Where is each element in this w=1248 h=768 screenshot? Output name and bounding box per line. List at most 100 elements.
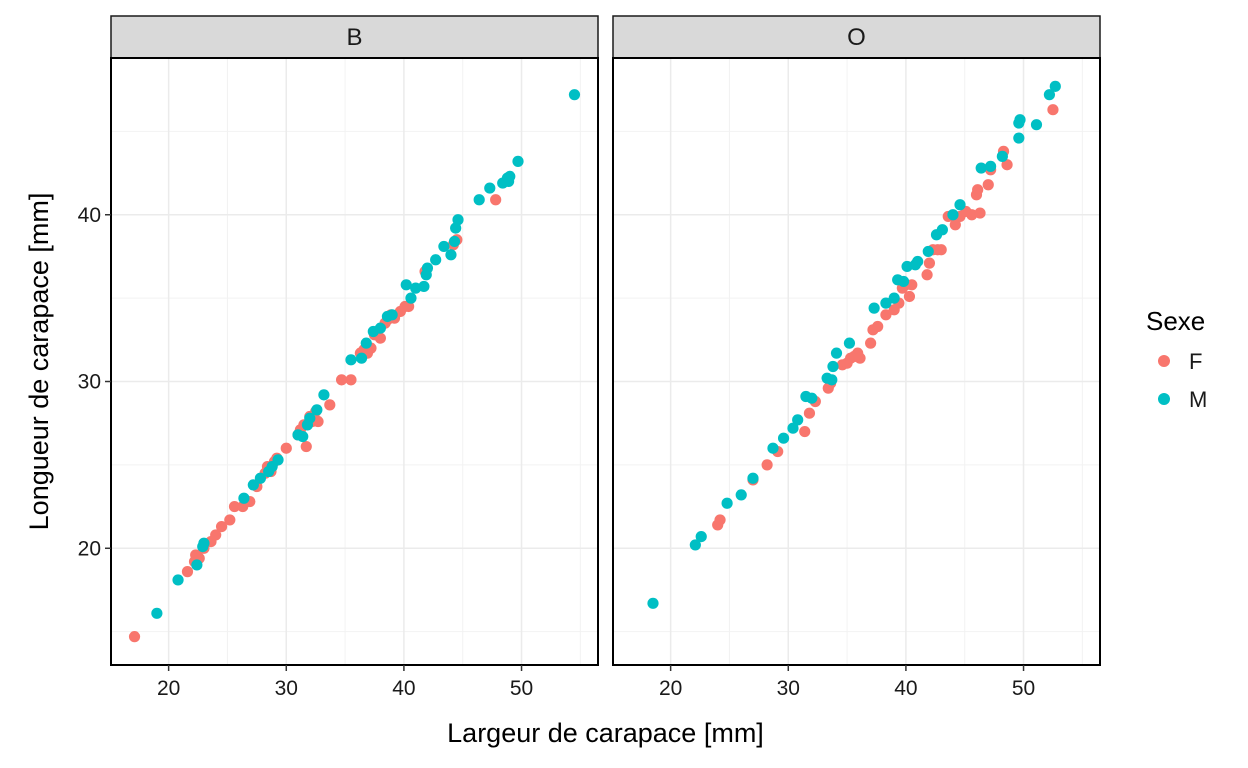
data-point-m (452, 214, 464, 226)
data-point-m (897, 275, 910, 288)
data-point-m (355, 352, 368, 364)
data-point-f (300, 440, 312, 453)
data-point-m (880, 297, 892, 309)
data-point-m (843, 337, 856, 349)
data-point-f (345, 374, 357, 386)
data-point-f (280, 442, 292, 454)
facet-strip-label: B (346, 24, 362, 51)
data-point-f (1047, 104, 1059, 116)
data-point-m (947, 209, 959, 221)
data-point-m (297, 430, 309, 443)
data-point-m (721, 497, 733, 509)
data-point-m (360, 337, 372, 349)
x-axis-title: Largeur de carapace [mm] (447, 718, 764, 748)
data-point-m (151, 607, 163, 619)
data-point-m (272, 454, 284, 466)
data-point-m (421, 262, 434, 274)
x-tick-label: 50 (1012, 677, 1035, 700)
data-point-m (792, 414, 804, 426)
x-tick-label: 20 (157, 677, 180, 700)
data-point-m (400, 279, 412, 291)
data-point-m (502, 175, 515, 188)
panel-border (612, 57, 1101, 666)
data-point-m (1013, 132, 1025, 144)
data-point-m (438, 240, 450, 253)
data-point-m (311, 404, 323, 416)
data-point-m (484, 182, 496, 194)
data-point-f (921, 269, 933, 281)
y-tick-label: 40 (78, 204, 101, 227)
data-point-m (868, 302, 880, 314)
data-point-m (430, 254, 442, 266)
data-point-m (689, 539, 701, 551)
legend-key-m (1158, 393, 1170, 405)
data-point-m (445, 249, 457, 261)
y-axis-title: Longueur de carapace [mm] (24, 193, 54, 531)
data-point-f (228, 500, 241, 513)
data-point-f (714, 514, 726, 526)
data-point-m (247, 479, 259, 491)
data-point-m (172, 574, 184, 586)
y-tick-label: 20 (78, 537, 101, 560)
legend-label-m: M (1189, 387, 1207, 412)
data-point-f (799, 425, 811, 438)
data-point-f (761, 459, 773, 471)
data-point-f (335, 374, 348, 386)
x-tick-label: 30 (777, 677, 800, 700)
data-point-m (777, 432, 790, 444)
data-point-m (386, 309, 398, 321)
data-point-m (238, 492, 250, 504)
x-tick-label: 20 (659, 677, 682, 700)
data-point-m (767, 442, 779, 454)
data-point-f (854, 352, 866, 364)
data-point-f (128, 631, 141, 643)
data-point-f (803, 407, 816, 419)
legend-title: Sexe (1146, 306, 1205, 336)
data-point-f (949, 219, 961, 231)
data-point-m (473, 194, 485, 206)
data-point-m (318, 389, 330, 401)
y-tick-label: 30 (78, 371, 101, 394)
data-point-m (374, 322, 386, 334)
x-tick-label: 50 (510, 677, 533, 700)
data-point-m (1014, 114, 1026, 126)
data-point-m (985, 160, 997, 172)
x-tick-label: 40 (894, 677, 917, 700)
data-point-f (215, 520, 228, 533)
data-point-m (695, 530, 707, 543)
data-point-m (996, 150, 1008, 162)
data-point-f (880, 309, 892, 321)
data-point-m (912, 255, 924, 268)
data-point-m (747, 472, 759, 484)
data-point-f (923, 257, 936, 269)
data-point-f (490, 194, 502, 206)
data-point-f (181, 566, 194, 578)
panel-border (110, 57, 599, 666)
data-point-m (830, 347, 843, 359)
data-point-m (568, 89, 581, 101)
data-point-m (954, 199, 966, 211)
data-point-f (935, 244, 947, 256)
data-point-m (1043, 89, 1056, 101)
data-point-f (903, 290, 916, 303)
data-point-m (1049, 80, 1061, 92)
data-point-m (198, 537, 210, 549)
data-point-m (191, 559, 203, 571)
data-point-m (827, 360, 839, 373)
facet-strip-label: O (847, 24, 866, 51)
data-point-m (922, 245, 934, 258)
data-point-m (826, 374, 838, 386)
data-point-m (254, 472, 266, 484)
data-point-m (888, 292, 900, 304)
data-point-f (1001, 159, 1013, 171)
data-point-m (304, 412, 316, 424)
data-point-m (512, 155, 524, 167)
data-point-f (374, 332, 386, 344)
data-point-f (324, 399, 336, 411)
data-point-m (735, 489, 747, 501)
data-point-f (974, 207, 986, 219)
data-point-m (448, 235, 461, 248)
data-point-f (972, 184, 984, 196)
